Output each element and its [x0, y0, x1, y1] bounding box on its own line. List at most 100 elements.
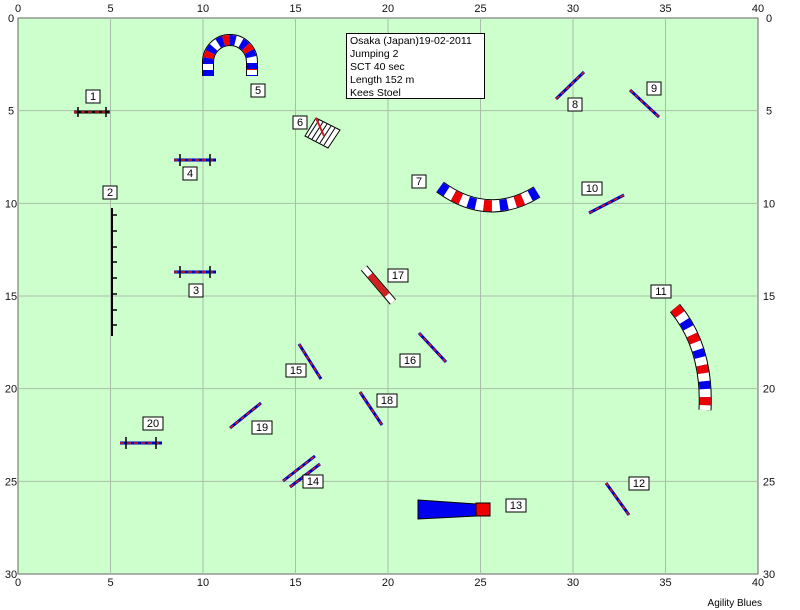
x-tick-label-bottom: 25: [474, 577, 486, 589]
y-tick-label-left: 15: [5, 291, 17, 303]
x-tick-label-bottom: 35: [659, 577, 671, 589]
number-label-1: 1: [85, 89, 101, 104]
standard-course-time: SCT 40 sec: [350, 61, 405, 73]
x-axis-bottom: 0 5 10 15 20 25 30 35 40: [15, 577, 764, 589]
obstacle-19-jump: [229, 401, 262, 430]
x-tick-label-bottom: 30: [567, 577, 579, 589]
x-tick-label-bottom: 10: [197, 577, 209, 589]
x-tick-label-top: 40: [752, 3, 764, 15]
obstacle-9-jump: [628, 88, 661, 119]
number-label-17: 17: [387, 268, 409, 283]
y-tick-label-right: 20: [763, 384, 775, 396]
number-label-7: 7: [411, 174, 427, 189]
svg-text:4: 4: [187, 168, 193, 180]
course-length: Length 152 m: [350, 74, 415, 86]
obstacle-10-jump: [588, 193, 625, 215]
number-label-10: 10: [581, 181, 603, 196]
obstacle-8-jump: [554, 70, 586, 101]
obstacle-2-weave-poles: [111, 208, 117, 336]
x-tick-label-top: 30: [567, 3, 579, 15]
number-label-9: 9: [646, 81, 662, 96]
y-tick-label-left: 10: [5, 198, 17, 210]
svg-text:15: 15: [290, 365, 302, 377]
svg-text:8: 8: [572, 99, 578, 111]
obstacle-20-jump: [120, 437, 162, 449]
svg-text:20: 20: [147, 418, 159, 430]
obstacle-15-jump: [297, 343, 323, 380]
svg-text:1: 1: [90, 91, 96, 103]
x-tick-label-top: 5: [107, 3, 113, 15]
svg-text:11: 11: [655, 286, 666, 298]
number-label-3: 3: [188, 283, 204, 298]
obstacle-5-tunnel: [202, 34, 258, 76]
obstacle-11-tunnel: [669, 303, 712, 411]
y-tick-label-right: 25: [763, 476, 775, 488]
number-label-5: 5: [250, 83, 266, 98]
number-label-12: 12: [628, 476, 650, 491]
number-label-15: 15: [285, 363, 307, 378]
footer-credit: Agility Blues: [707, 598, 762, 609]
svg-text:5: 5: [255, 85, 261, 97]
y-tick-label-right: 30: [763, 569, 775, 581]
svg-text:2: 2: [107, 187, 113, 199]
y-tick-label-right: 10: [763, 198, 775, 210]
number-label-14: 14: [302, 474, 324, 489]
obstacle-6-wall: [304, 117, 341, 149]
obstacle-7-tunnel: [436, 181, 541, 213]
number-label-20: 20: [142, 416, 164, 431]
class-name: Jumping 2: [350, 48, 399, 60]
obstacle-number-labels: 1 2 3 4 5 6 7 8 9 10 11 12 13 14 15 16 1…: [85, 81, 672, 513]
svg-text:18: 18: [381, 395, 393, 407]
obstacle-3-jump: [174, 266, 216, 278]
y-tick-label-right: 0: [766, 13, 772, 25]
number-label-13: 13: [505, 498, 527, 513]
number-label-6: 6: [292, 115, 308, 130]
x-tick-label-bottom: 20: [382, 577, 394, 589]
svg-text:12: 12: [633, 478, 645, 490]
number-label-11: 11: [650, 284, 672, 299]
y-tick-label-right: 15: [763, 291, 775, 303]
x-tick-label-bottom: 15: [289, 577, 301, 589]
obstacle-16-jump: [417, 331, 448, 364]
svg-text:14: 14: [307, 476, 319, 488]
obstacle-12-jump: [604, 482, 631, 516]
y-tick-label-left: 0: [8, 13, 14, 25]
y-axis-right: 0 5 10 15 20 25 30: [763, 13, 775, 581]
svg-text:3: 3: [193, 285, 199, 297]
course-info-box: Osaka (Japan)19-02-2011 Jumping 2 SCT 40…: [346, 33, 485, 99]
event-title: Osaka (Japan)19-02-2011: [350, 35, 472, 47]
x-tick-label-top: 25: [474, 3, 486, 15]
obstacle-18-jump: [358, 391, 384, 426]
svg-text:9: 9: [651, 83, 657, 95]
x-tick-label-bottom: 40: [752, 577, 764, 589]
x-tick-label-top: 15: [289, 3, 301, 15]
number-label-19: 19: [251, 420, 273, 435]
obstacle-4-jump: [174, 154, 216, 166]
x-tick-label-top: 0: [15, 3, 21, 15]
number-label-16: 16: [399, 353, 421, 368]
svg-text:13: 13: [510, 500, 522, 512]
y-tick-label-left: 20: [5, 384, 17, 396]
obstacle-17-tyre: [360, 265, 397, 305]
svg-text:6: 6: [297, 117, 303, 129]
x-tick-label-top: 35: [659, 3, 671, 15]
svg-text:10: 10: [586, 183, 598, 195]
obstacle-13-collapsed-tunnel: [417, 499, 491, 520]
x-tick-label-bottom: 5: [107, 577, 113, 589]
obstacle-1-jump: [74, 107, 110, 117]
svg-text:19: 19: [256, 422, 268, 434]
x-axis-top: 0 5 10 15 20 25 30 35 40: [15, 3, 764, 15]
x-tick-label-bottom: 0: [15, 577, 21, 589]
svg-text:7: 7: [416, 176, 422, 188]
y-tick-label-left: 30: [5, 569, 17, 581]
y-axis-left: 0 5 10 15 20 25 30: [5, 13, 17, 581]
x-tick-label-top: 10: [197, 3, 209, 15]
number-label-8: 8: [567, 97, 583, 112]
svg-text:17: 17: [392, 270, 404, 282]
x-tick-label-top: 20: [382, 3, 394, 15]
y-tick-label-right: 5: [766, 106, 772, 118]
y-tick-label-left: 5: [8, 106, 14, 118]
y-tick-label-left: 25: [5, 476, 17, 488]
svg-text:16: 16: [404, 355, 416, 367]
